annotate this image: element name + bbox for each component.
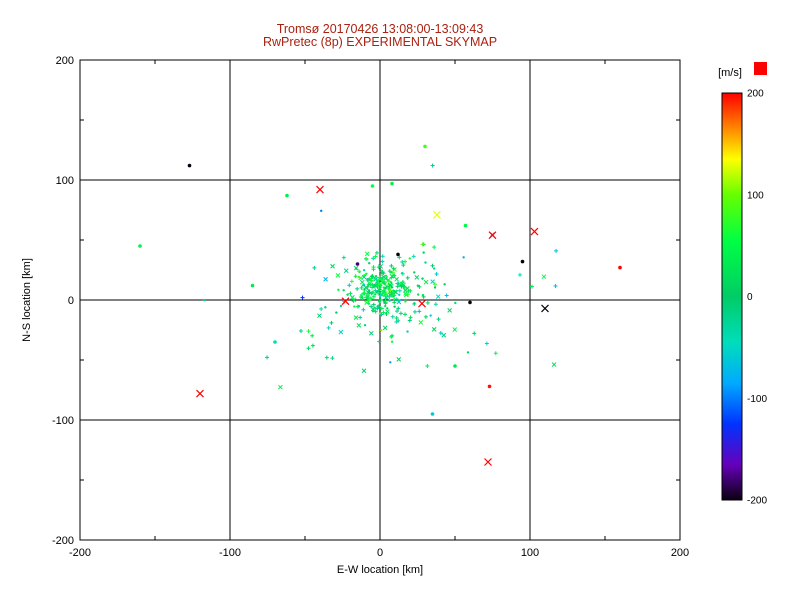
plot-subtitle: RwPretec (8p) EXPERIMENTAL SKYMAP <box>263 35 497 49</box>
svg-text:-200: -200 <box>69 547 91 559</box>
svg-text:-100: -100 <box>747 394 767 405</box>
svg-text:0: 0 <box>377 547 383 559</box>
svg-text:200: 200 <box>671 547 689 559</box>
svg-text:200: 200 <box>747 89 764 100</box>
x-tick-labels: -200 -100 0 100 200 <box>69 547 689 559</box>
svg-text:-200: -200 <box>52 535 74 547</box>
svg-text:100: 100 <box>56 175 74 187</box>
svg-text:100: 100 <box>521 547 539 559</box>
svg-text:-200: -200 <box>747 496 767 507</box>
colorbar: [m/s] 200 100 0 -100 -200 <box>718 62 767 507</box>
svg-text:100: 100 <box>747 190 764 201</box>
svg-text:0: 0 <box>747 292 753 303</box>
colorbar-bar <box>721 92 743 501</box>
svg-text:200: 200 <box>56 55 74 67</box>
plot-title: Tromsø 20170426 13:08:00-13:09:43 <box>277 22 484 36</box>
colorbar-top-swatch <box>754 62 767 75</box>
y-tick-labels: -200 -100 0 100 200 <box>52 55 74 547</box>
plot-frame <box>79 59 681 541</box>
svg-text:0: 0 <box>68 295 74 307</box>
svg-text:-100: -100 <box>52 415 74 427</box>
colorbar-unit-label: [m/s] <box>718 67 742 79</box>
y-axis-label: N-S location [km] <box>21 258 33 342</box>
colorbar-tick-labels: 200 100 0 -100 -200 <box>747 89 767 507</box>
svg-text:-100: -100 <box>219 547 241 559</box>
x-axis-label: E-W location [km] <box>337 564 423 576</box>
scatter-points <box>138 144 622 466</box>
